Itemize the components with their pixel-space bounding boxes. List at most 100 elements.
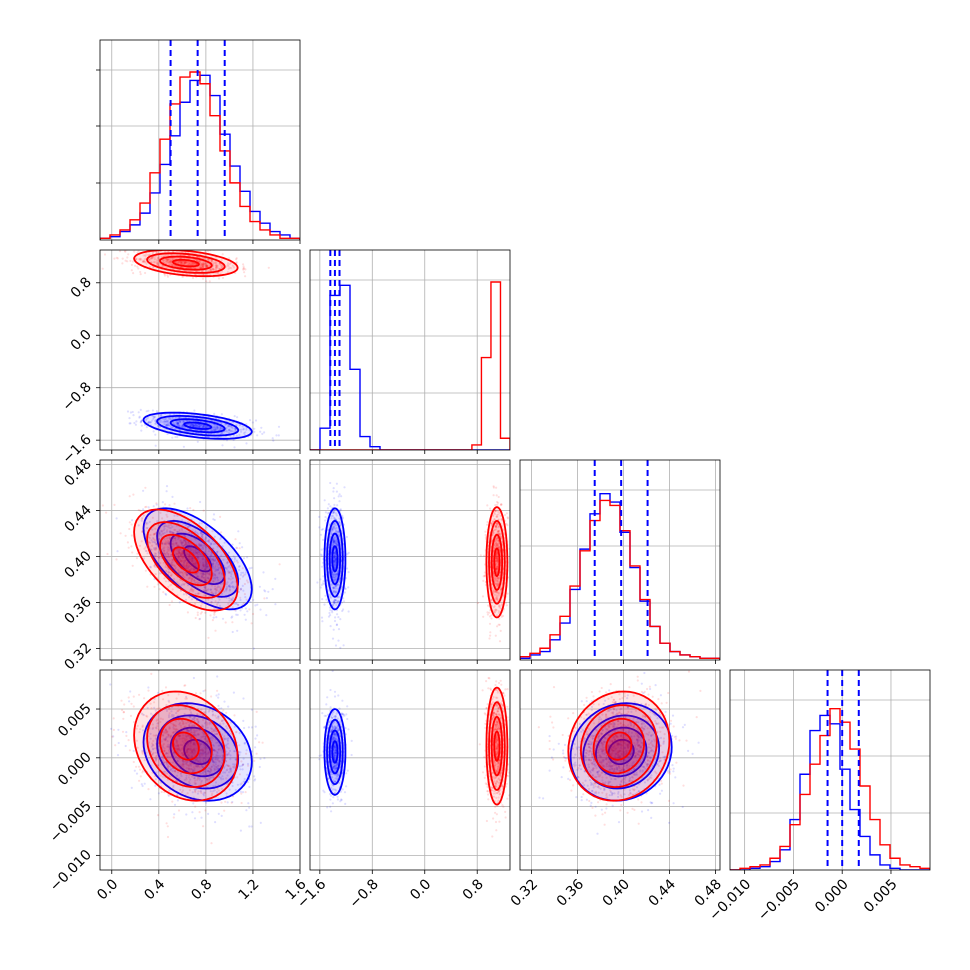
sample-point-run_a [216, 426, 219, 429]
sample-point-run_b [202, 262, 205, 265]
panel-3-0 [99, 669, 301, 871]
sample-point-run_a [150, 539, 153, 542]
sample-point-run_a [222, 558, 225, 561]
sample-point-run_a [186, 573, 189, 577]
sample-point-run_a [328, 611, 331, 615]
sample-point-run_a [139, 408, 142, 411]
sample-point-run_b [214, 262, 217, 265]
sample-point-run_a [232, 691, 235, 694]
sample-point-run_b [135, 557, 139, 560]
sample-point-run_a [202, 576, 206, 579]
sample-point-run_a [167, 424, 171, 427]
sample-point-run_a [179, 571, 182, 574]
sample-point-run_a [148, 520, 151, 524]
sample-point-run_b [126, 256, 129, 259]
sample-point-run_b [209, 614, 212, 617]
sample-point-run_a [193, 409, 196, 412]
sample-point-run_b [174, 528, 177, 532]
sample-point-run_a [197, 533, 200, 536]
sample-point-run_b [200, 265, 203, 268]
sample-point-run_b [168, 559, 171, 562]
sample-point-run_b [113, 503, 116, 506]
sample-point-run_b [202, 265, 205, 268]
sample-point-run_b [170, 247, 172, 249]
sample-point-run_b [214, 574, 217, 577]
sample-point-run_a [176, 422, 179, 425]
sample-point-run_a [195, 562, 198, 565]
sample-point-run_a [224, 423, 227, 426]
sample-point-run_a [182, 562, 186, 565]
sample-point-run_b [168, 261, 171, 264]
sample-point-run_a [202, 573, 205, 576]
sample-point-run_a [231, 596, 235, 600]
sample-point-run_b [170, 554, 173, 557]
sample-point-run_a [234, 556, 237, 559]
sample-point-run_a [216, 425, 219, 429]
sample-point-run_b [499, 629, 502, 633]
sample-point-run_a [232, 434, 235, 437]
sample-point-run_b [152, 538, 155, 541]
sample-point-run_a [128, 422, 131, 425]
sample-point-run_a [164, 423, 167, 426]
sample-point-run_b [263, 597, 266, 600]
sample-point-run_b [150, 257, 153, 260]
sample-point-run_a [194, 551, 197, 554]
sample-point-run_a [202, 565, 206, 568]
sample-point-run_a [126, 410, 130, 413]
sample-point-run_b [190, 579, 193, 582]
sample-point-run_a [224, 566, 228, 569]
sample-point-run_a [142, 489, 145, 492]
sample-point-run_b [181, 559, 184, 562]
sample-point-run_b [153, 258, 156, 261]
sample-point-run_b [210, 259, 213, 262]
sample-point-run_a [149, 565, 152, 569]
sample-point-run_b [169, 258, 172, 262]
sample-point-run_a [219, 587, 222, 590]
sample-point-run_a [214, 592, 217, 596]
sample-point-run_a [259, 821, 262, 825]
sample-point-run_b [219, 264, 222, 267]
sample-point-run_b [181, 261, 184, 264]
sample-point-run_a [228, 565, 231, 568]
sample-point-run_a [147, 409, 150, 412]
sample-point-run_b [184, 261, 187, 264]
sample-point-run_b [224, 621, 227, 624]
sample-point-run_a [138, 415, 141, 418]
sample-point-run_a [189, 424, 192, 427]
sample-point-run_b [136, 552, 139, 555]
sample-point-run_a [237, 603, 240, 606]
sample-point-run_a [158, 532, 161, 535]
sample-point-run_b [190, 588, 194, 591]
sample-point-run_b [103, 253, 107, 256]
sample-point-run_b [488, 615, 492, 618]
sample-point-run_b [164, 542, 167, 545]
sample-point-run_a [192, 424, 195, 427]
sample-point-run_b [162, 259, 165, 262]
sample-point-run_a [202, 547, 205, 551]
sample-point-run_a [200, 544, 203, 547]
histogram-run-b [100, 71, 300, 240]
sample-point-run_a [184, 565, 188, 568]
sample-point-run_b [150, 257, 153, 260]
sample-point-run_b [188, 596, 191, 599]
sample-point-run_a [200, 574, 203, 578]
sample-point-run_a [176, 436, 179, 439]
sample-point-run_b [171, 542, 174, 545]
sample-point-run_a [211, 563, 214, 566]
sample-point-run_a [146, 526, 149, 530]
sample-point-run_b [221, 276, 225, 279]
sample-point-run_a [201, 533, 204, 536]
sample-point-run_a [231, 577, 234, 580]
sample-point-run_b [495, 494, 498, 497]
sample-point-run_b [131, 260, 135, 263]
sample-point-run_b [207, 636, 210, 639]
sample-point-run_b [178, 260, 181, 263]
sample-point-run_a [246, 556, 249, 559]
sample-point-run_a [215, 428, 218, 431]
sample-point-run_a [335, 482, 338, 485]
sample-point-run_a [204, 573, 207, 576]
sample-point-run_b [169, 531, 172, 534]
sample-point-run_a [256, 734, 259, 737]
sample-point-run_a [347, 551, 350, 555]
sample-point-run_b [165, 543, 168, 546]
